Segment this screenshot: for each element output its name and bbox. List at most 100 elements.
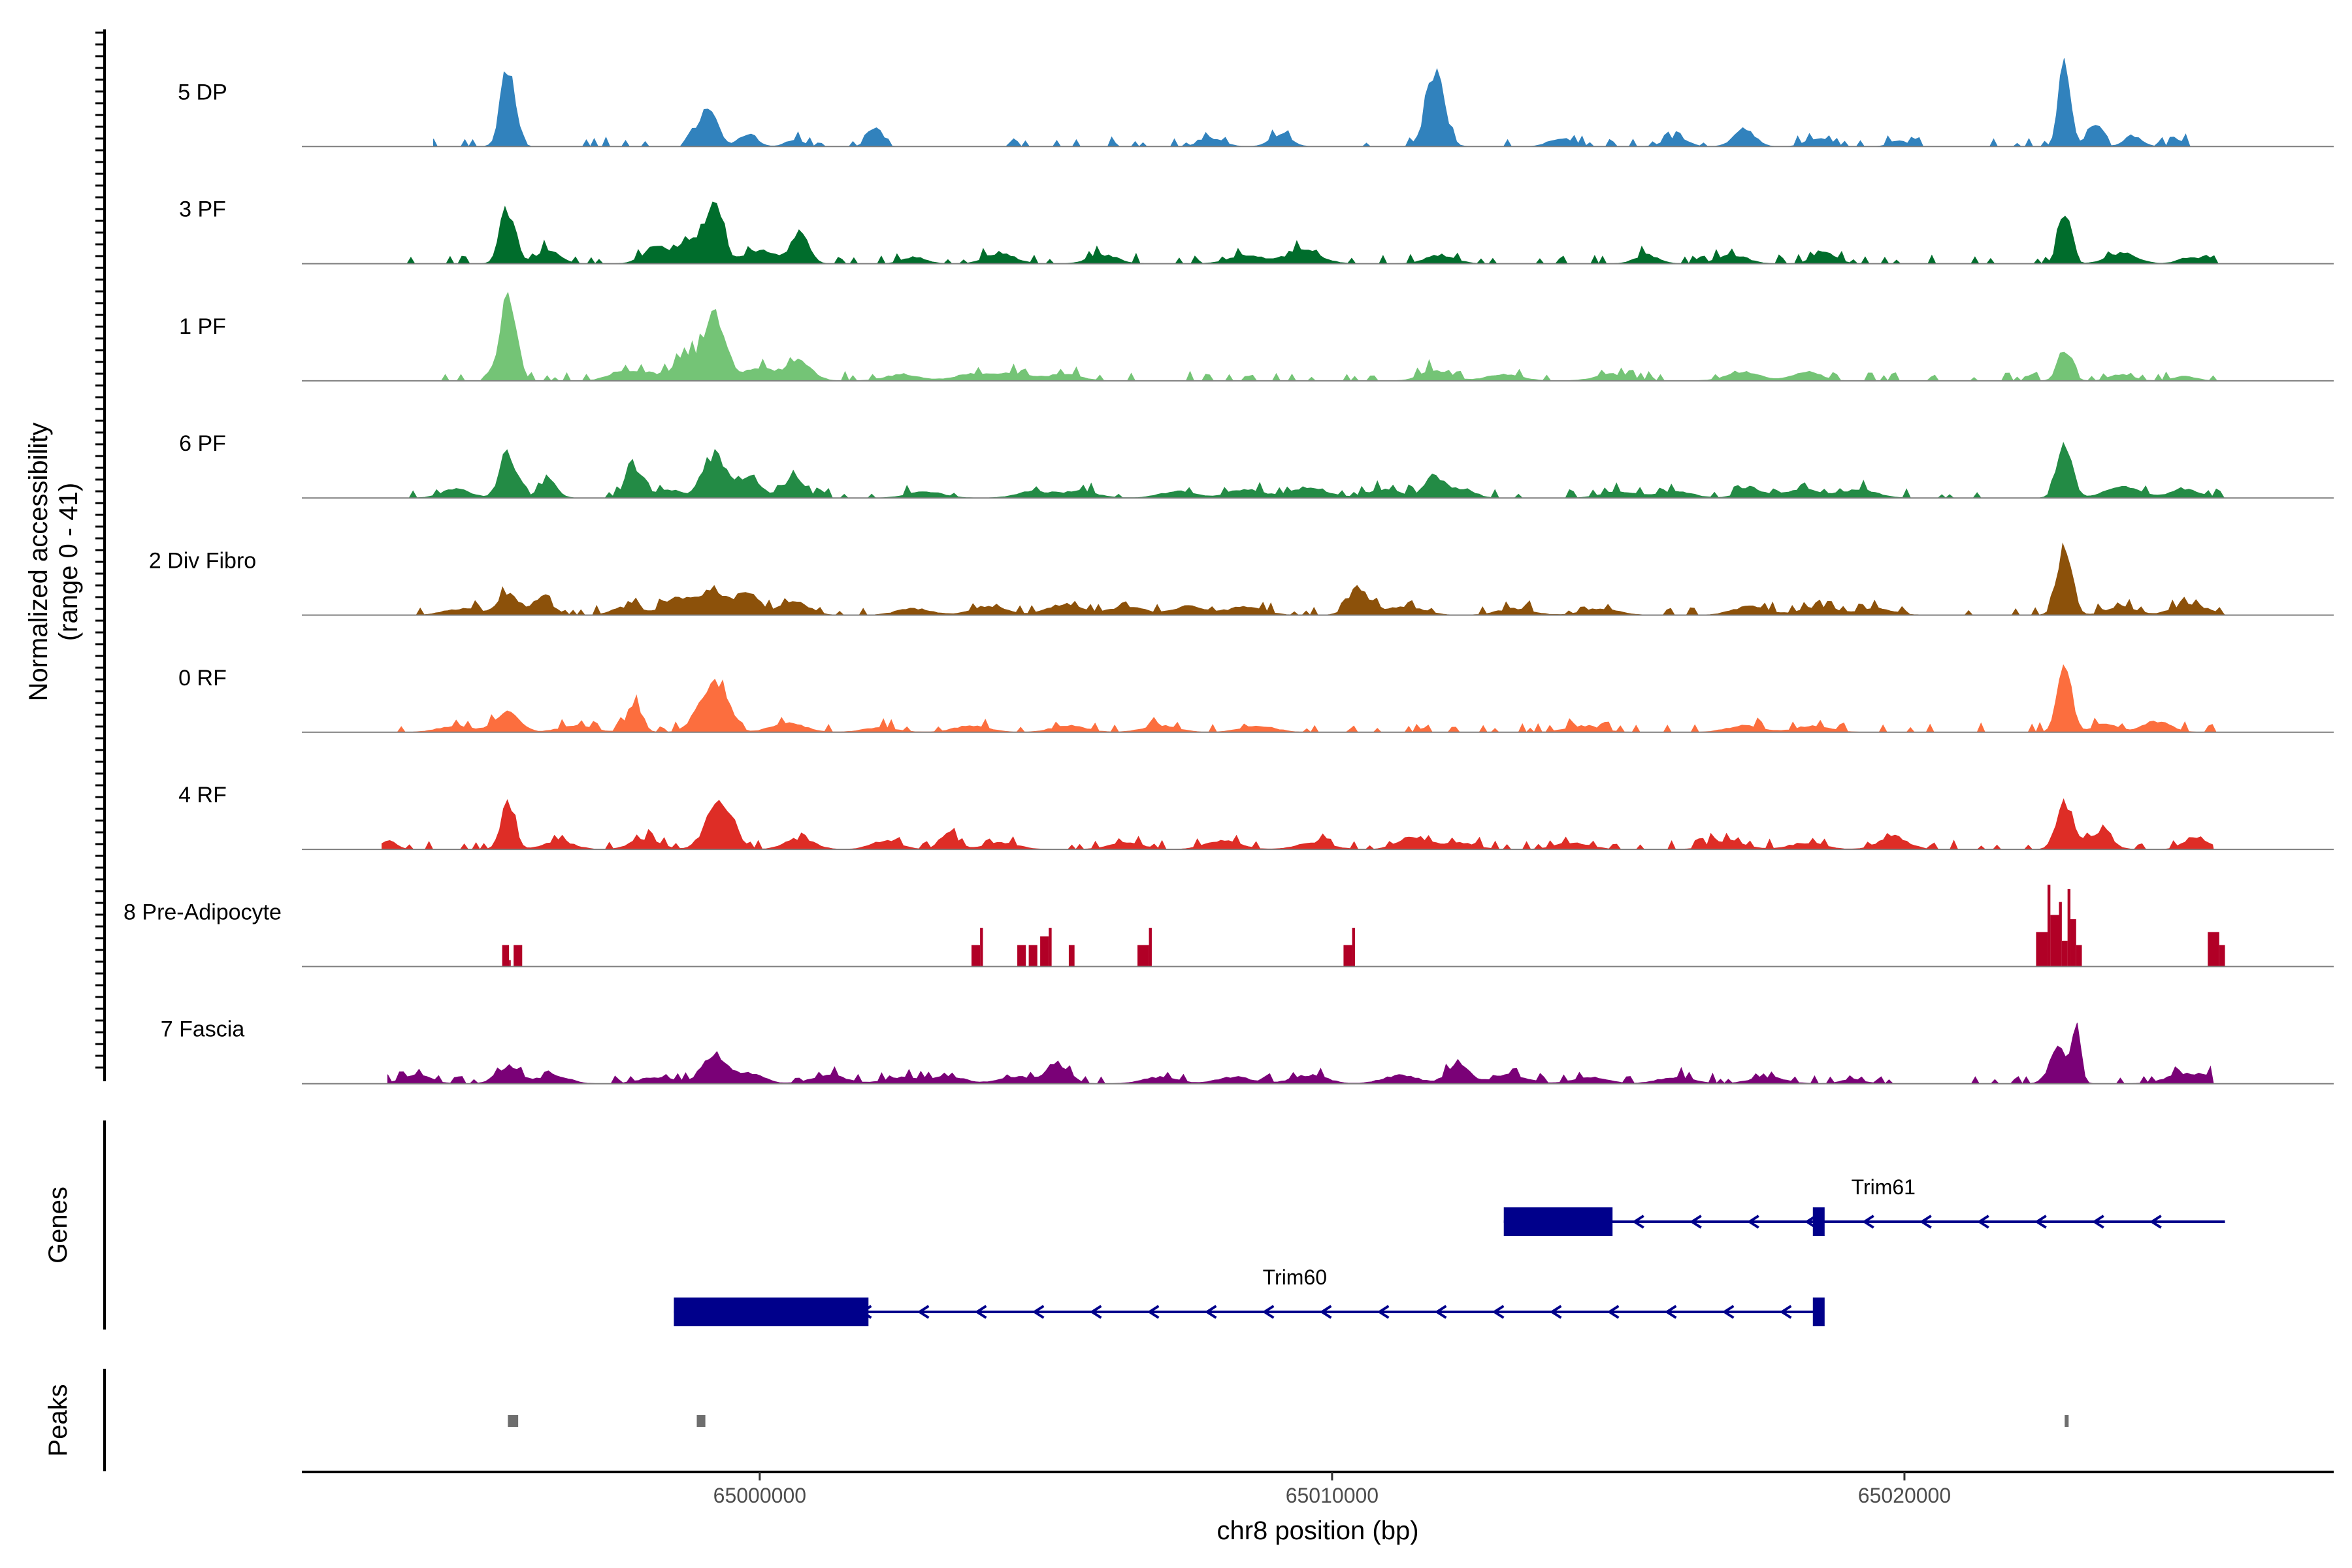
coverage-block (2036, 932, 2048, 967)
strand-arrow (1434, 1305, 1447, 1319)
peak-region (508, 1415, 519, 1427)
coverage-block (2076, 945, 2082, 967)
strand-arrow (917, 1305, 930, 1319)
coverage-block (971, 945, 981, 967)
coverage-y-ticks (95, 31, 105, 1069)
coverage-area (416, 542, 2226, 616)
genes-panel-label: Genes (44, 1186, 73, 1264)
coverage-block (2208, 932, 2219, 967)
coverage-block (1343, 945, 1352, 967)
track-label: 1 PF (179, 314, 226, 339)
track-label: 5 DP (178, 80, 227, 105)
strand-arrow (2149, 1215, 2162, 1229)
track-5-dp: 5 DP (178, 58, 2334, 148)
strand-arrow (1919, 1215, 1932, 1229)
coverage-area (393, 442, 2225, 498)
coverage-area (433, 291, 2219, 382)
coverage-block (509, 960, 511, 967)
coverage-area (399, 201, 2219, 265)
track-label: 0 RF (178, 666, 227, 691)
peak-region (2065, 1415, 2069, 1427)
track-3-pf: 3 PF (179, 197, 2334, 265)
strand-arrow (1262, 1305, 1275, 1319)
strand-arrow (1089, 1305, 1102, 1319)
strand-arrow (2034, 1215, 2047, 1229)
gene-annotations: Trim61 Trim60 (674, 1175, 2225, 1326)
strand-arrow (1377, 1305, 1390, 1319)
coverage-block (514, 945, 523, 967)
gene-trim61: Trim61 (1503, 1175, 2225, 1236)
strand-arrow (1549, 1305, 1562, 1319)
coverage-block (2050, 915, 2059, 967)
coverage-block (1017, 945, 1026, 967)
strand-arrow (1607, 1305, 1620, 1319)
gene-name-label: Trim61 (1852, 1175, 1916, 1199)
peak-regions (508, 1415, 2069, 1427)
strand-arrow (1977, 1215, 1989, 1229)
strand-arrow (1492, 1305, 1505, 1319)
track-2-div-fibro: 2 Div Fibro (149, 542, 2334, 616)
coverage-area (433, 58, 2192, 148)
coverage-area (393, 664, 2225, 734)
coverage-block (1137, 945, 1149, 967)
gene-exon (1812, 1298, 1825, 1326)
strand-arrow (1632, 1215, 1644, 1229)
strand-arrow (1032, 1305, 1045, 1319)
track-label: 4 RF (178, 783, 227, 808)
coverage-block (2061, 940, 2068, 967)
strand-arrow (1722, 1305, 1735, 1319)
track-1-pf: 1 PF (179, 291, 2334, 382)
coverage-block (1040, 936, 1049, 967)
gene-exon (1812, 1207, 1825, 1236)
strand-arrow (2092, 1215, 2104, 1229)
coverage-block (2059, 902, 2062, 967)
gene-exon (674, 1298, 869, 1326)
y-axis-title-line1: Normalized accessibility (24, 423, 53, 702)
coverage-block (2219, 945, 2225, 967)
y-axis-title-line2: (range 0 - 41) (54, 483, 83, 641)
x-tick-label: 65010000 (1286, 1484, 1379, 1507)
track-label: 3 PF (179, 197, 226, 222)
gene-name-label: Trim60 (1263, 1266, 1327, 1289)
track-8-pre-adipocyte: 8 Pre-Adipocyte (123, 885, 2334, 968)
track-label: 6 PF (179, 431, 226, 456)
x-axis-title: chr8 position (bp) (1217, 1516, 1418, 1545)
strand-arrow (1690, 1215, 1702, 1229)
strand-arrow (1779, 1305, 1792, 1319)
strand-arrow (1319, 1305, 1332, 1319)
track-label: 7 Fascia (161, 1017, 245, 1042)
coverage-block (2070, 919, 2076, 967)
coverage-block (1049, 928, 1052, 967)
coverage-block (2067, 889, 2071, 967)
x-axis-ticks: 65000000 65010000 65020000 (713, 1472, 1951, 1507)
coverage-block (502, 945, 510, 967)
track-label: 2 Div Fibro (149, 549, 256, 574)
gene-exon (1503, 1207, 1613, 1236)
x-tick-label: 65020000 (1858, 1484, 1951, 1507)
strand-arrow (1862, 1215, 1874, 1229)
x-tick-label: 65000000 (713, 1484, 806, 1507)
track-0-rf: 0 RF (178, 664, 2334, 734)
coverage-block (1149, 928, 1152, 967)
coverage-block (980, 928, 983, 967)
coverage-area (382, 798, 2214, 851)
coverage-tracks: 5 DP 3 PF 1 PF 6 PF 2 Div Fibro 0 RF 4 RF 8 Pre… (123, 58, 2334, 1085)
coverage-area (387, 1022, 2214, 1085)
track-label: 8 Pre-Adipocyte (123, 900, 282, 924)
coverage-block (2047, 885, 2051, 967)
strand-arrow (1664, 1305, 1677, 1319)
track-6-pf: 6 PF (179, 431, 2334, 499)
track-4-rf: 4 RF (178, 783, 2334, 851)
peak-region (696, 1415, 706, 1427)
strand-arrow (1204, 1305, 1217, 1319)
track-7-fascia: 7 Fascia (161, 1017, 2334, 1085)
peaks-panel-label: Peaks (44, 1384, 73, 1456)
coverage-block (1028, 945, 1037, 967)
strand-arrow (1747, 1215, 1759, 1229)
coverage-block (1068, 945, 1075, 967)
strand-arrow (974, 1305, 987, 1319)
gene-trim60: Trim60 (674, 1266, 1825, 1326)
strand-arrow (1147, 1305, 1160, 1319)
coverage-block (1352, 928, 1355, 967)
